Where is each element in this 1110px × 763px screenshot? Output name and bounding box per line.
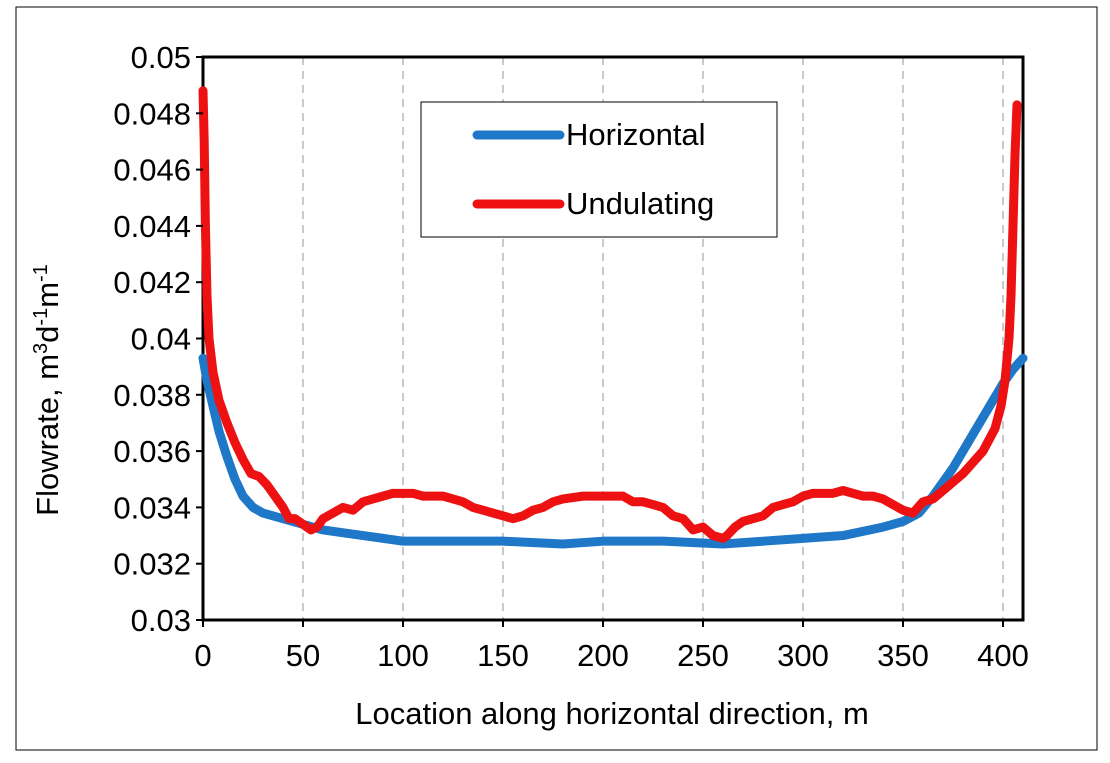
y-tick-label: 0.036: [113, 434, 191, 469]
y-tick-label: 0.032: [113, 547, 191, 582]
y-tick-label: 0.048: [113, 96, 191, 131]
y-tick-label: 0.05: [131, 40, 191, 75]
legend-label-horizontal: Horizontal: [566, 117, 706, 152]
series-lines: [198, 86, 1028, 549]
x-tick-label: 150: [477, 638, 529, 673]
x-tick-label: 350: [877, 638, 929, 673]
y-tick-label: 0.046: [113, 153, 191, 188]
y-tick-label: 0.034: [113, 490, 191, 525]
series-line-undulating: [198, 86, 1022, 543]
axis-ticks: 0 50 100 150 200 250 300 350 400 0.03 0.032 0.034 0.…: [113, 40, 1028, 673]
x-axis-title: Location along horizontal direction, m: [355, 696, 869, 731]
x-tick-label: 250: [677, 638, 729, 673]
x-tick-label: 200: [577, 638, 629, 673]
x-tick-label: 50: [286, 638, 320, 673]
y-axis-title: Flowrate, m3d-1m-1: [30, 264, 65, 516]
series-line-horizontal: [198, 353, 1028, 549]
legend-label-undulating: Undulating: [566, 186, 714, 221]
y-tick-label: 0.03: [131, 603, 191, 638]
y-tick-label: 0.04: [131, 322, 191, 357]
y-tick-label: 0.044: [113, 209, 191, 244]
y-tick-label: 0.038: [113, 378, 191, 413]
legend-box: [420, 101, 778, 238]
x-tick-label: 400: [977, 638, 1029, 673]
x-tick-label: 0: [194, 638, 211, 673]
y-tick-label: 0.042: [113, 265, 191, 300]
x-tick-label: 100: [377, 638, 429, 673]
x-tick-label: 300: [777, 638, 829, 673]
legend: Horizontal Undulating: [420, 101, 778, 238]
grid-lines: [302, 57, 1004, 620]
